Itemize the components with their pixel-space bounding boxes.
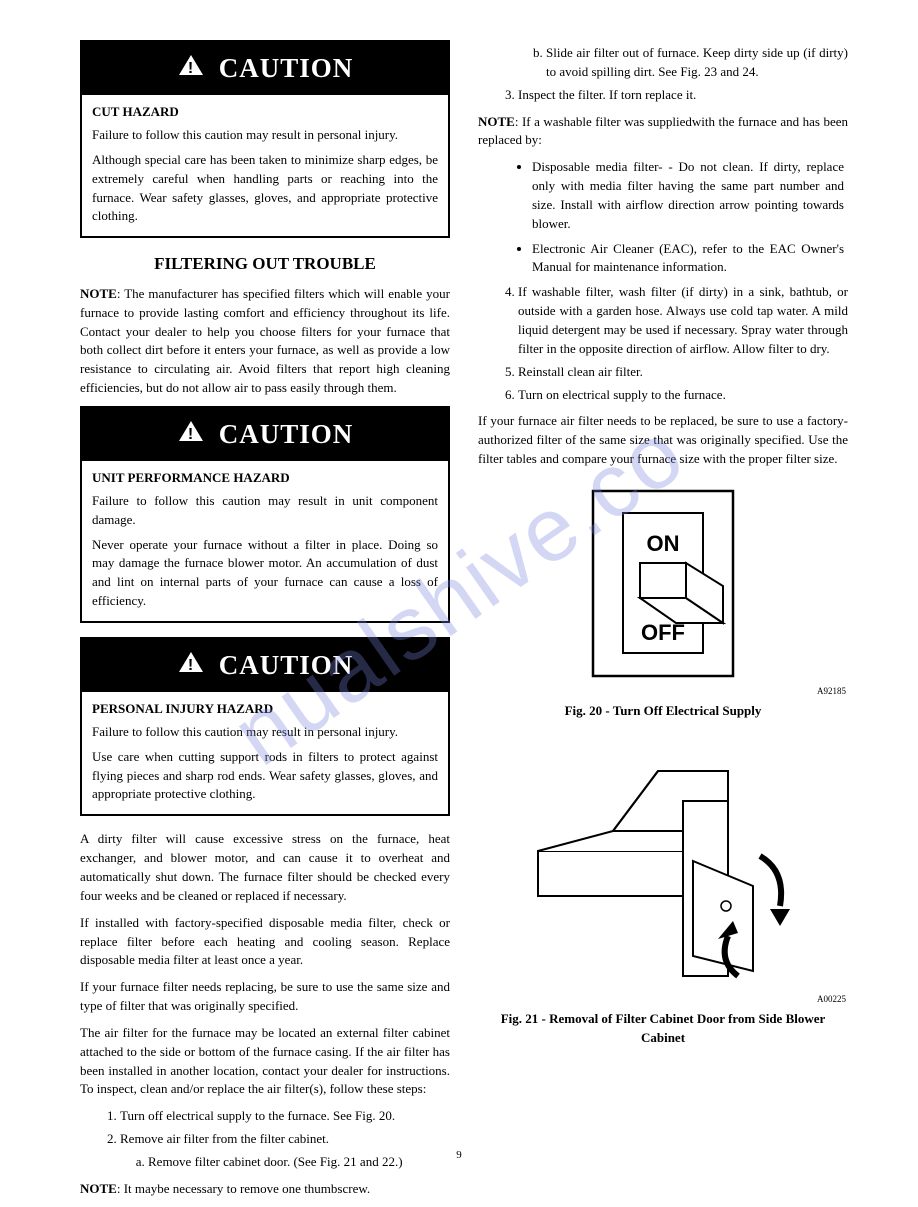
body-paragraph: The air filter for the furnace may be lo… [80,1024,450,1099]
list-item-text: Remove air filter from the filter cabine… [120,1131,329,1146]
note-paragraph: NOTE: The manufacturer has specified fil… [80,285,450,398]
caution-text: Failure to follow this caution may resul… [92,723,438,742]
figure-code: A92185 [478,685,848,698]
sub-step-list-cont: Slide air filter out of furnace. Keep di… [478,44,848,82]
figure-caption: Fig. 21 - Removal of Filter Cabinet Door… [478,1010,848,1048]
caution-label: CAUTION [219,415,354,454]
list-item: Remove air filter from the filter cabine… [120,1130,450,1172]
caution-box-personal-injury: ! CAUTION PERSONAL INJURY HAZARD Failure… [80,637,450,816]
figure-20: ON OFF A92185 Fig. 20 - Turn Off Electri… [478,483,848,721]
body-paragraph: If your furnace air filter needs to be r… [478,412,848,469]
switch-illustration: ON OFF [568,483,758,683]
note-paragraph: NOTE: If a washable filter was suppliedw… [478,113,848,151]
hazard-title: UNIT PERFORMANCE HAZARD [92,469,438,488]
caution-header: ! CAUTION [82,408,448,461]
list-item: Remove filter cabinet door. (See Fig. 21… [148,1153,450,1172]
caution-text: Use care when cutting support rods in fi… [92,748,438,805]
caution-box-unit-performance: ! CAUTION UNIT PERFORMANCE HAZARD Failur… [80,406,450,623]
page-number: 9 [456,1148,462,1164]
body-paragraph: If your furnace filter needs replacing, … [80,978,450,1016]
list-item: Slide air filter out of furnace. Keep di… [546,44,848,82]
cabinet-illustration [508,761,818,991]
list-item: If washable filter, wash filter (if dirt… [518,283,848,358]
caution-text: Failure to follow this caution may resul… [92,126,438,145]
note-label: NOTE [478,114,515,129]
caution-body: CUT HAZARD Failure to follow this cautio… [82,95,448,236]
note-label: NOTE [80,286,117,301]
caution-label: CAUTION [219,646,354,685]
step-list-cont2: If washable filter, wash filter (if dirt… [478,283,848,404]
svg-text:!: ! [188,426,194,443]
list-item: Turn off electrical supply to the furnac… [120,1107,450,1126]
caution-box-cut-hazard: ! CAUTION CUT HAZARD Failure to follow t… [80,40,450,238]
warning-triangle-icon: ! [177,646,205,685]
step-list: Turn off electrical supply to the furnac… [80,1107,450,1172]
list-item: Disposable media filter- - Do not clean.… [532,158,848,233]
warning-triangle-icon: ! [177,415,205,454]
caution-header: ! CAUTION [82,42,448,95]
body-paragraph: A dirty filter will cause excessive stre… [80,830,450,905]
caution-text: Never operate your furnace without a fil… [92,536,438,611]
list-item: Inspect the filter. If torn replace it. [518,86,848,105]
svg-text:!: ! [188,60,194,77]
note-paragraph: NOTE: It maybe necessary to remove one t… [80,1180,450,1199]
figure-code: A00225 [478,993,848,1006]
sub-step-list: Remove filter cabinet door. (See Fig. 21… [120,1153,450,1172]
step-list-cont: Inspect the filter. If torn replace it. [478,86,848,105]
two-column-layout: ! CAUTION CUT HAZARD Failure to follow t… [80,40,848,1207]
caution-text: Failure to follow this caution may resul… [92,492,438,530]
caution-text: Although special care has been taken to … [92,151,438,226]
hazard-title: PERSONAL INJURY HAZARD [92,700,438,719]
right-column: Slide air filter out of furnace. Keep di… [478,40,848,1207]
note-label: NOTE [80,1181,117,1196]
hazard-title: CUT HAZARD [92,103,438,122]
on-label: ON [647,531,680,556]
note-text: : The manufacturer has specified filters… [80,286,450,395]
note-text: : If a washable filter was suppliedwith … [478,114,848,148]
warning-triangle-icon: ! [177,49,205,88]
caution-header: ! CAUTION [82,639,448,692]
figure-21: A00225 Fig. 21 - Removal of Filter Cabin… [478,761,848,1048]
caution-label: CAUTION [219,49,354,88]
figure-caption: Fig. 20 - Turn Off Electrical Supply [478,702,848,721]
note-text: : It maybe necessary to remove one thumb… [117,1181,370,1196]
section-heading: FILTERING OUT TROUBLE [80,252,450,277]
caution-body: UNIT PERFORMANCE HAZARD Failure to follo… [82,461,448,621]
svg-text:!: ! [188,657,194,674]
list-item: Turn on electrical supply to the furnace… [518,386,848,405]
bullet-list: Disposable media filter- - Do not clean.… [478,158,848,277]
caution-body: PERSONAL INJURY HAZARD Failure to follow… [82,692,448,814]
list-item: Electronic Air Cleaner (EAC), refer to t… [532,240,848,278]
body-paragraph: If installed with factory-specified disp… [80,914,450,971]
list-item: Reinstall clean air filter. [518,363,848,382]
left-column: ! CAUTION CUT HAZARD Failure to follow t… [80,40,450,1207]
